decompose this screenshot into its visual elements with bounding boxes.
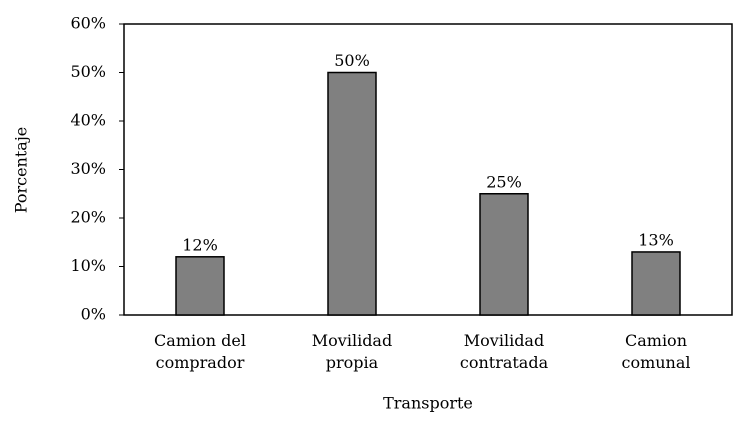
x-axis-title: Transporte <box>383 394 473 413</box>
data-label: 50% <box>334 51 370 70</box>
y-tick-label: 50% <box>70 62 106 81</box>
x-tick-label: Camion del comprador <box>154 331 246 372</box>
x-tick-label: Movilidad propia <box>312 331 392 372</box>
y-tick-label: 30% <box>70 159 106 178</box>
data-label: 13% <box>638 230 674 249</box>
y-tick-label: 0% <box>81 305 106 324</box>
y-tick-label: 10% <box>70 256 106 275</box>
bar <box>175 256 225 316</box>
data-label: 12% <box>182 235 218 254</box>
y-tick-label: 20% <box>70 208 106 227</box>
bar <box>479 193 529 316</box>
y-tick-label: 40% <box>70 111 106 130</box>
y-axis-title: Porcentaje <box>12 127 31 214</box>
bar <box>631 251 681 316</box>
x-tick-label: Camion comunal <box>621 331 690 372</box>
bar <box>327 71 377 316</box>
data-label: 25% <box>486 172 522 191</box>
x-tick-label: Movilidad contratada <box>460 331 549 372</box>
y-tick-label: 60% <box>70 14 106 33</box>
